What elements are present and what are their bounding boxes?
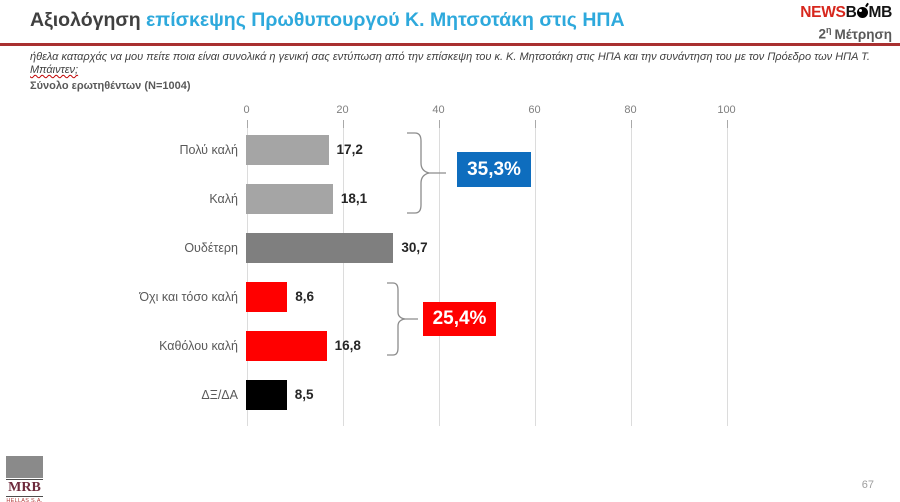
page-number: 67 (861, 479, 874, 491)
callout-negative-total: 25,4% (423, 302, 496, 336)
value-label: 17,2 (336, 142, 363, 157)
bar-row: Καλή 18,1 (0, 184, 900, 214)
brace-negative-group (387, 282, 418, 356)
category-label: Πολύ καλή (179, 143, 238, 157)
axis-tickmark (630, 120, 632, 128)
value-label: 16,8 (334, 338, 361, 353)
mrb-logo-text: MRB (6, 479, 43, 497)
value-label: 8,5 (294, 387, 314, 402)
question-text-main: ήθελα καταρχάς να μου πείτε ποια είναι σ… (30, 51, 870, 63)
category-label: Καλή (209, 192, 238, 206)
gridline (534, 120, 536, 426)
logo-mb-text: MB (868, 4, 892, 21)
x-axis-tick-label: 40 (432, 104, 445, 116)
gridline (438, 120, 440, 426)
category-label: Ουδέτερη (184, 241, 238, 255)
x-axis-tick-label: 80 (624, 104, 637, 116)
title-main: επίσκεψης Πρωθυπουργού Κ. Μητσοτάκη στις… (146, 9, 625, 31)
x-axis-tick-label: 20 (336, 104, 349, 116)
bar-row: Πολύ καλή 17,2 (0, 135, 900, 165)
category-label: Όχι και τόσο καλή (139, 290, 238, 304)
bar (246, 282, 288, 312)
measurement-ordinal: η (826, 25, 832, 35)
mrb-logo-subtext: HELLAS S.A. (6, 498, 43, 502)
measurement-number: 2 (818, 26, 827, 42)
bar (246, 135, 329, 165)
question-text-underlined: Μπάιντεν; (30, 64, 79, 76)
bar (246, 233, 394, 263)
measurement-label: 2η Μέτρηση (819, 25, 892, 42)
bar (246, 184, 333, 214)
axis-tickmark (342, 120, 344, 128)
axis-tickmark (246, 120, 248, 128)
question-block: ήθελα καταρχάς να μου πείτε ποια είναι σ… (30, 51, 875, 92)
logo-b-text: B (845, 4, 857, 21)
measurement-word: Μέτρηση (834, 26, 892, 42)
bar-row: Όχι και τόσο καλή 8,6 (0, 282, 900, 312)
axis-tickmark (438, 120, 440, 128)
category-label: ΔΞ/ΔΑ (201, 388, 238, 402)
x-axis-tick-label: 100 (717, 104, 736, 116)
value-label: 18,1 (340, 191, 368, 206)
axis-tickmark (534, 120, 536, 128)
value-label: 30,7 (401, 240, 428, 255)
x-axis-tick-label: 60 (528, 104, 541, 116)
logo-news-text: NEWS (800, 4, 846, 21)
bomb-icon (856, 7, 868, 18)
axis-tickmark (726, 120, 728, 128)
x-axis-tick-label: 0 (243, 104, 250, 116)
brace-positive-group (407, 132, 446, 214)
bar-row: ΔΞ/ΔΑ 8,5 (0, 380, 900, 410)
bar-row: Καθόλου καλή 16,8 (0, 331, 900, 361)
bar (246, 380, 287, 410)
gridline (246, 120, 248, 426)
question-text: ήθελα καταρχάς να μου πείτε ποια είναι σ… (30, 51, 875, 77)
mrb-logo: MRB HELLAS S.A. (6, 456, 43, 502)
gridline (342, 120, 344, 426)
sample-size-text: Σύνολο ερωτηθέντων (N=1004) (30, 80, 191, 92)
callout-positive-total: 35,3% (457, 152, 531, 187)
bar-row: Ουδέτερη 30,7 (0, 233, 900, 263)
gridline (726, 120, 728, 426)
mrb-logo-block (6, 456, 43, 478)
bar (246, 331, 327, 361)
slide-title: Αξιολόγηση επίσκεψης Πρωθυπουργού Κ. Μητ… (30, 9, 625, 32)
title-prefix: Αξιολόγηση (30, 9, 147, 31)
header-divider-rule (0, 43, 900, 46)
value-label: 8,6 (295, 289, 315, 304)
gridline (630, 120, 632, 426)
newsbomb-logo: NEWSB MB (800, 4, 892, 22)
category-label: Καθόλου καλή (159, 339, 238, 353)
